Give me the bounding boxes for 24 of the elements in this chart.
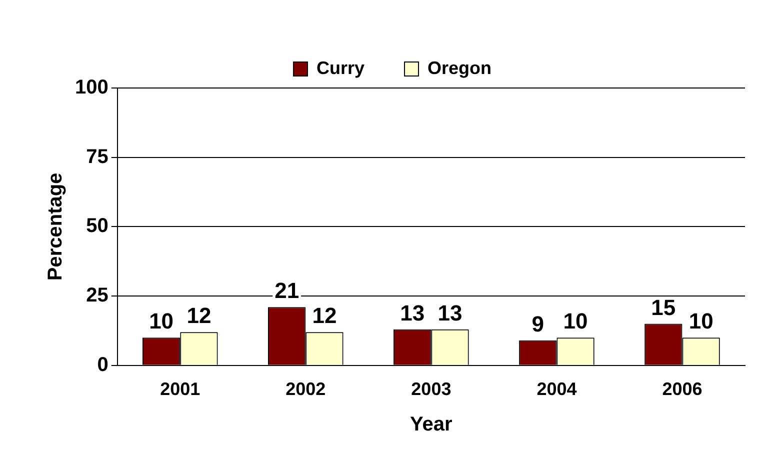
data-label: 13 [438,300,462,326]
x-tick-label: 2004 [536,379,577,400]
y-tick-label: 100 [74,76,108,99]
data-label: 15 [651,294,676,320]
x-tick-label: 2003 [411,379,452,400]
data-label: 13 [400,300,425,326]
x-tick-label: 2002 [286,379,326,400]
y-tick-label: 25 [86,284,108,307]
x-tick-label: 2001 [160,379,200,400]
data-label: 12 [186,303,212,328]
data-label: 12 [312,303,337,328]
legend-label: Curry [316,58,365,78]
data-label: 10 [149,308,174,334]
data-label: 9 [532,311,544,336]
data-label: 21 [274,278,300,304]
data-label: 10 [563,308,588,334]
data-label: 10 [688,308,714,334]
y-tick-label: 75 [86,146,108,168]
y-axis-title: Percentage [44,172,67,281]
y-tick-label: 0 [97,354,108,376]
y-tick-label: 50 [86,215,108,238]
x-axis-title: Year [410,414,453,436]
legend-label: Oregon [428,58,492,78]
x-tick-label: 2006 [662,379,702,400]
